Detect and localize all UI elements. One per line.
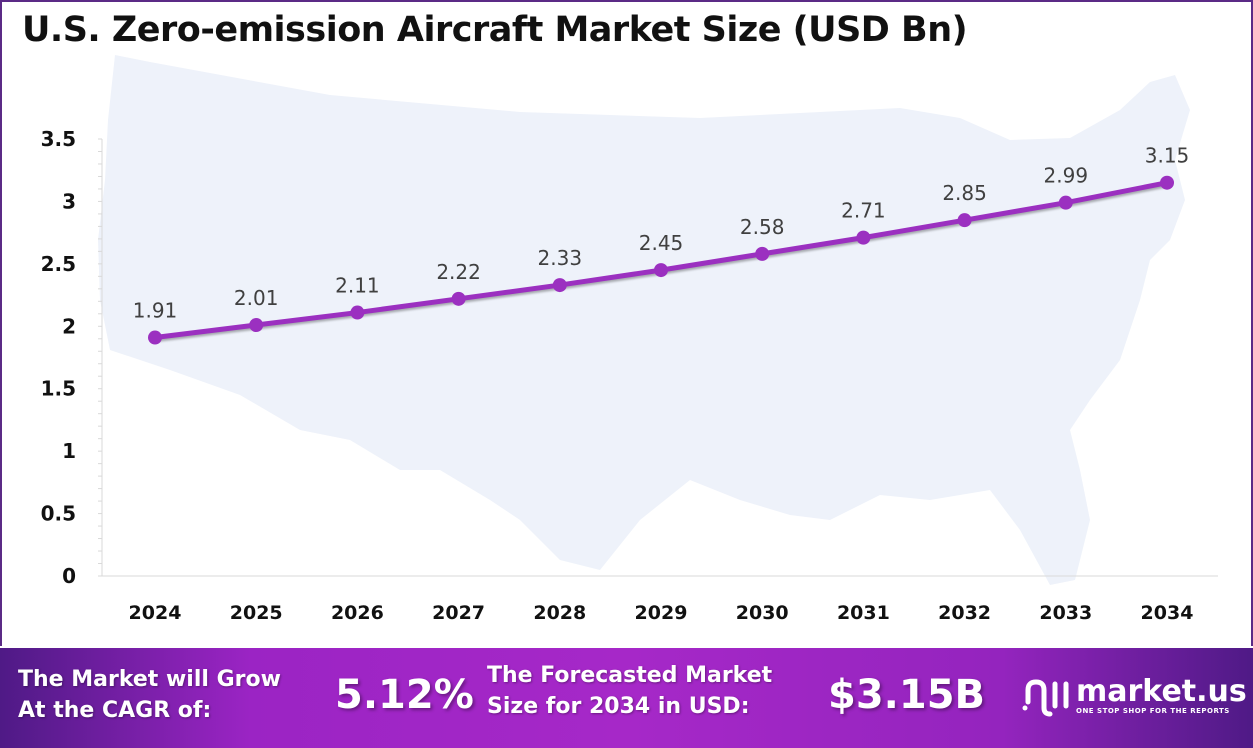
data-point [350,305,365,320]
y-tick-label: 0.5 [41,502,76,526]
forecast-label-line1: The Forecasted Market [487,663,773,688]
x-tick-label: 2032 [938,602,991,624]
data-label: 2.01 [234,286,279,310]
x-tick-label: 2027 [432,602,485,624]
chart-title: U.S. Zero-emission Aircraft Market Size … [22,10,968,50]
x-tick-label: 2025 [230,602,283,624]
logo-name: market.us [1076,674,1247,709]
cagr-label: The Market will Grow At the CAGR of: [18,664,281,726]
data-point [1058,195,1073,210]
data-point [755,246,770,261]
x-tick-label: 2031 [837,602,890,624]
footer-banner: The Market will Grow At the CAGR of: 5.1… [0,648,1253,748]
y-tick-label: 1.5 [41,377,76,401]
data-label: 1.91 [133,299,178,323]
forecast-value: $3.15B [828,672,986,718]
cagr-value: 5.12% [335,672,474,718]
market-us-logo: market.us ONE STOP SHOP FOR THE REPORTS [1022,674,1247,718]
data-point [1160,175,1174,190]
data-label: 2.85 [942,181,987,205]
data-point [654,263,668,278]
data-label: 2.11 [335,274,380,298]
data-label: 3.15 [1145,144,1190,168]
x-tick-label: 2033 [1039,602,1092,624]
x-tick-label: 2034 [1141,602,1194,624]
x-tick-label: 2028 [533,602,586,624]
data-label: 2.45 [639,231,684,255]
data-label: 2.33 [538,246,583,270]
data-label: 2.58 [740,215,785,239]
data-point [148,330,162,345]
forecast-label: The Forecasted Market Size for 2034 in U… [487,660,772,722]
data-point [249,318,264,333]
cagr-label-line2: At the CAGR of: [18,698,212,723]
data-point [957,213,972,228]
x-tick-label: 2029 [635,602,688,624]
y-tick-label: 0 [62,564,76,588]
cagr-label-line1: The Market will Grow [18,667,281,692]
x-tick-label: 2030 [736,602,789,624]
y-tick-label: 3 [62,189,76,213]
y-tick-label: 3.5 [41,127,76,151]
series-line [154,180,1168,341]
y-tick-label: 2.5 [41,252,76,276]
data-label: 2.71 [841,199,886,223]
data-point [856,230,871,245]
line-chart: 0 0.5 1 1.5 2 2.5 3 3.5 2024 2025 2026 2027 2028 2029… [41,127,1218,624]
y-tick-label: 2 [62,314,76,338]
data-label: 2.99 [1044,164,1089,188]
logo-tagline: ONE STOP SHOP FOR THE REPORTS [1076,707,1230,715]
data-label: 2.22 [436,260,481,284]
x-tick-label: 2026 [331,602,384,624]
x-tick-label: 2024 [129,602,182,624]
us-map-background [98,55,1190,585]
data-point [552,278,567,293]
data-point [451,291,466,306]
forecast-label-line2: Size for 2034 in USD: [487,694,750,719]
y-tick-label: 1 [62,439,76,463]
market-us-logo-icon [1022,679,1069,717]
